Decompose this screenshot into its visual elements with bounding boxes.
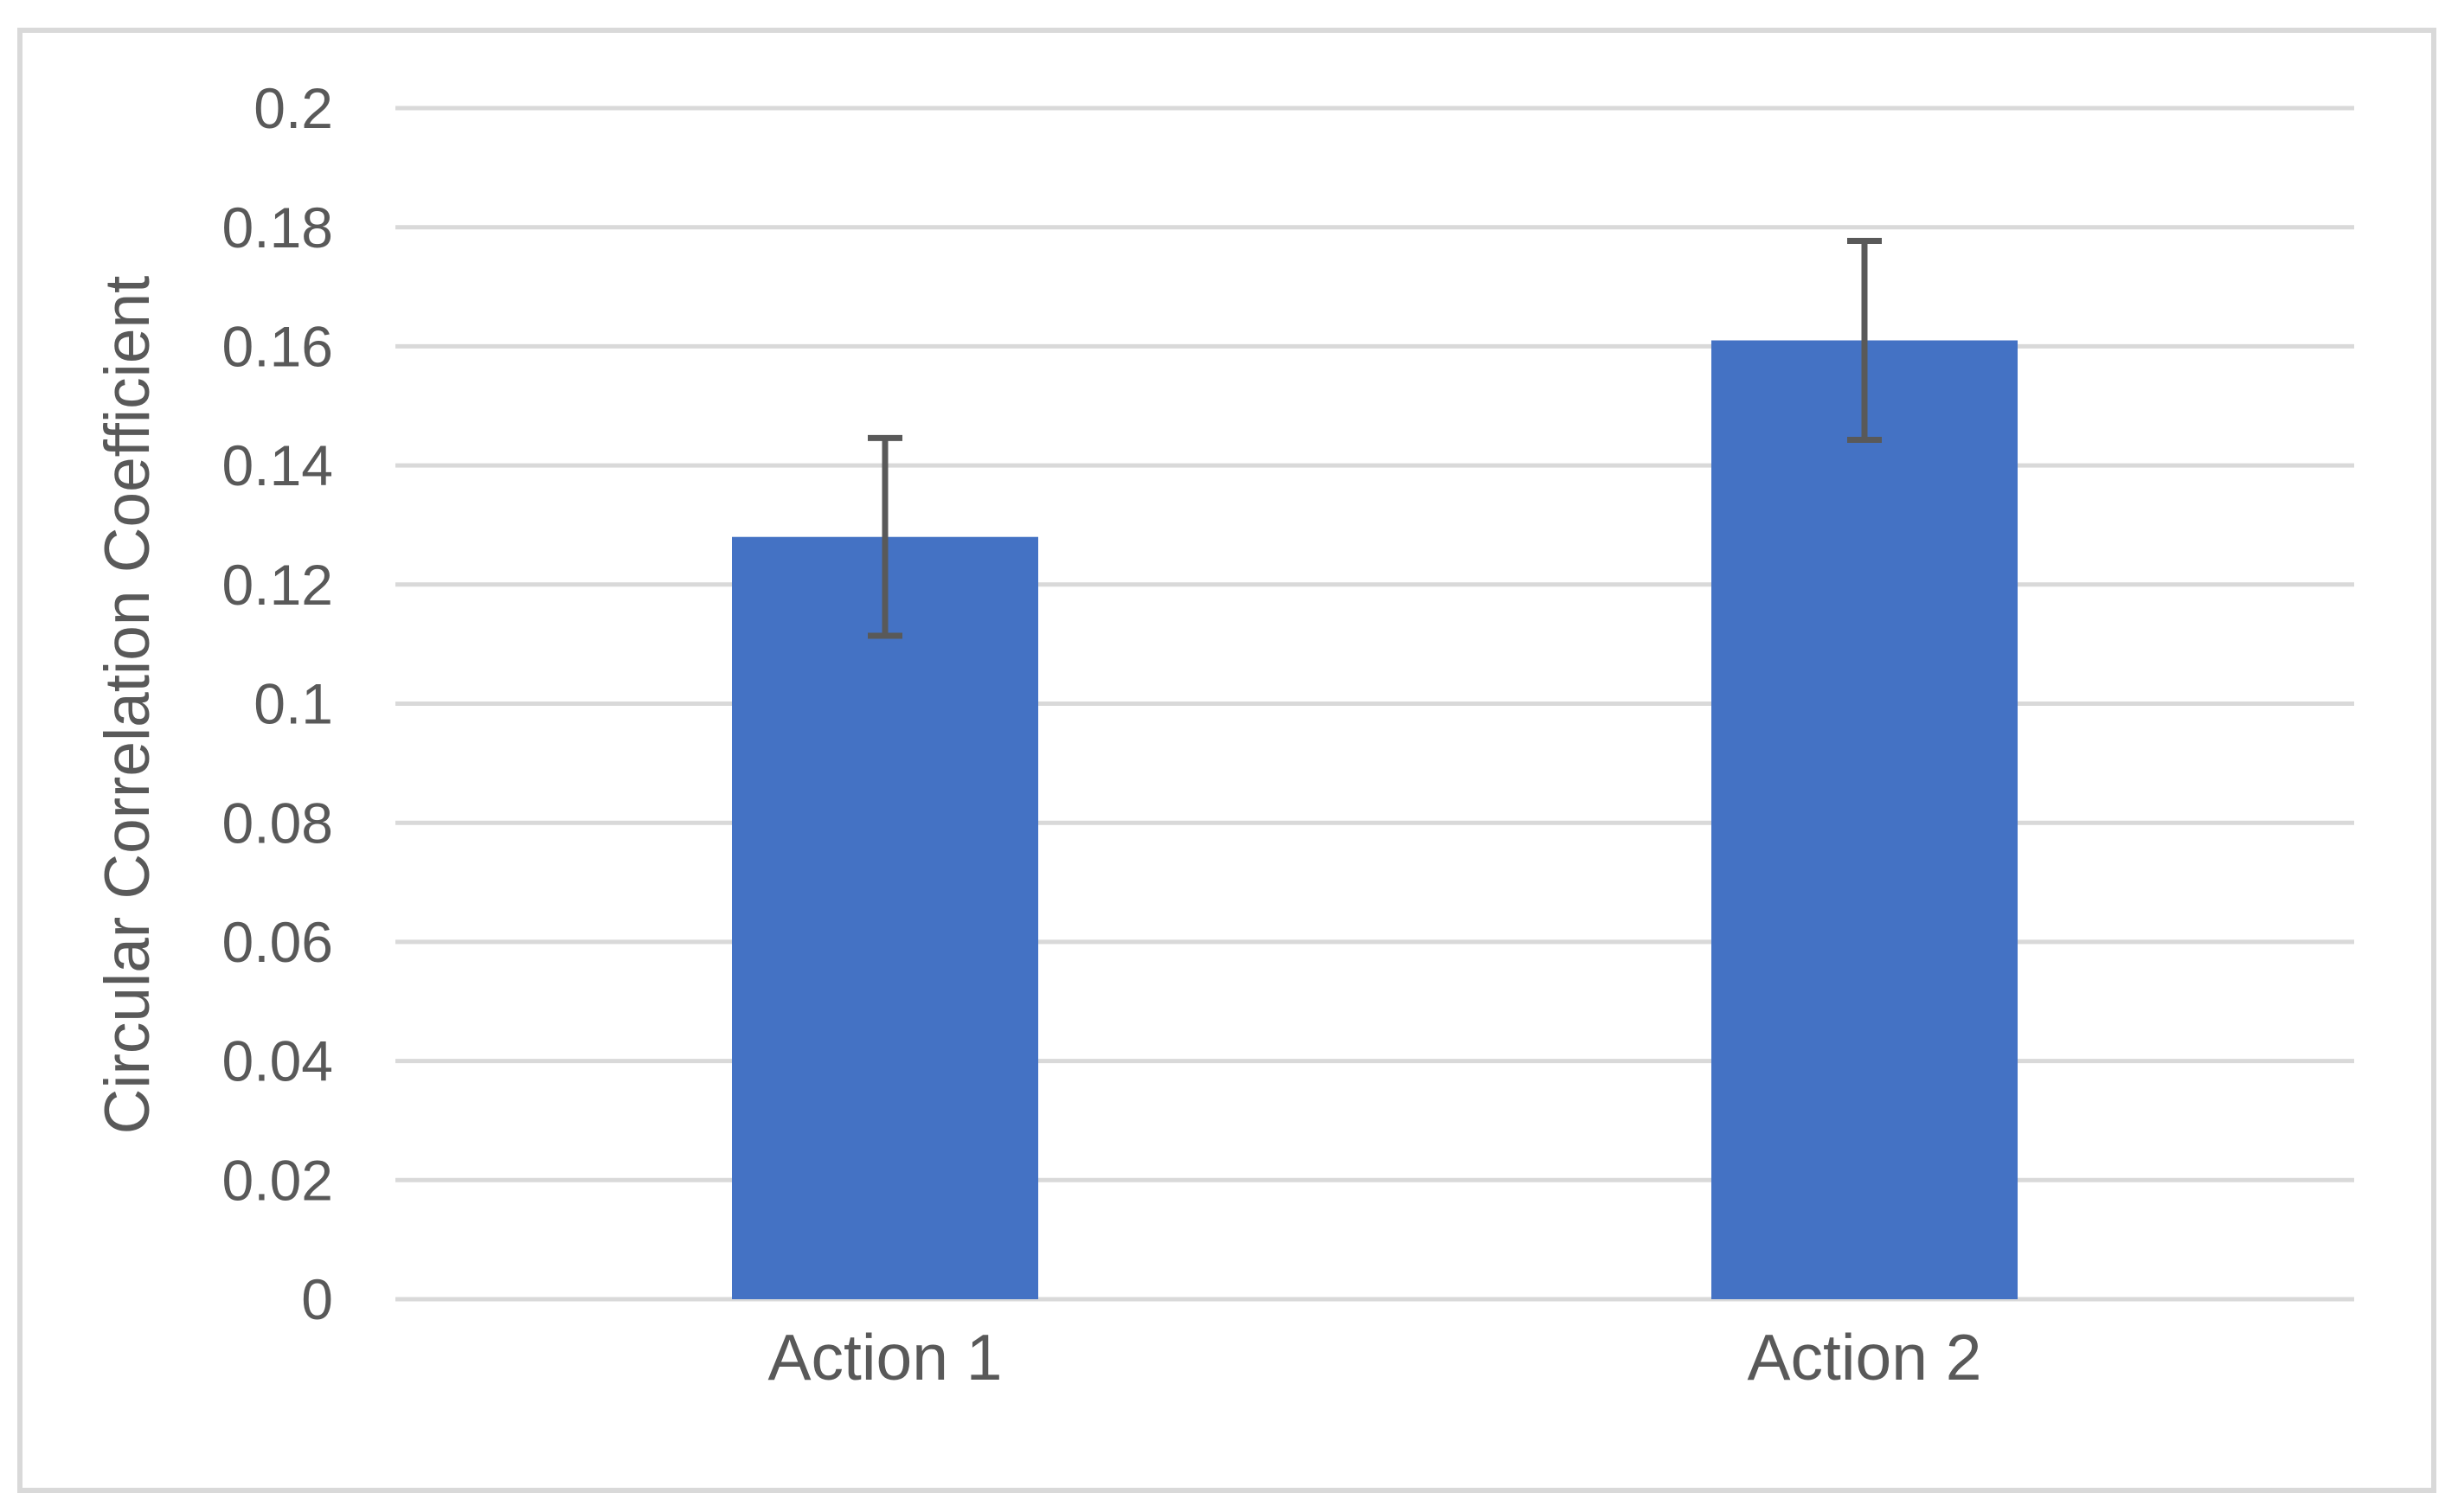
y-tick-label: 0.02	[222, 1148, 333, 1212]
x-category-label-layer: Action 1 Action 2	[768, 1321, 1982, 1393]
gridline-layer	[395, 106, 2354, 1302]
y-tick-label: 0.16	[222, 315, 333, 379]
y-tick-label: 0.12	[222, 553, 333, 617]
bar-action-2	[1711, 340, 2018, 1299]
bar-layer	[732, 340, 2018, 1299]
y-tick-label: 0.2	[254, 76, 333, 140]
y-tick-label: 0.04	[222, 1029, 333, 1093]
bar-action-1	[732, 536, 1038, 1299]
y-tick-label: 0	[301, 1267, 333, 1331]
y-axis-title: Circular Correlation Coefficient	[93, 276, 163, 1135]
figure-border	[17, 28, 2436, 1493]
y-tick-label-layer: 0 0.02 0.04 0.06 0.08 0.1 0.12 0.14 0.16 0.18 0.2	[222, 76, 333, 1331]
y-tick-label: 0.1	[254, 672, 333, 736]
y-tick-label: 0.18	[222, 195, 333, 259]
y-tick-label: 0.14	[222, 433, 333, 497]
error-bar-layer	[868, 238, 1882, 639]
y-tick-label: 0.06	[222, 910, 333, 974]
x-category-label: Action 2	[1748, 1321, 1982, 1393]
y-tick-label: 0.08	[222, 791, 333, 855]
x-category-label: Action 1	[768, 1321, 1003, 1393]
